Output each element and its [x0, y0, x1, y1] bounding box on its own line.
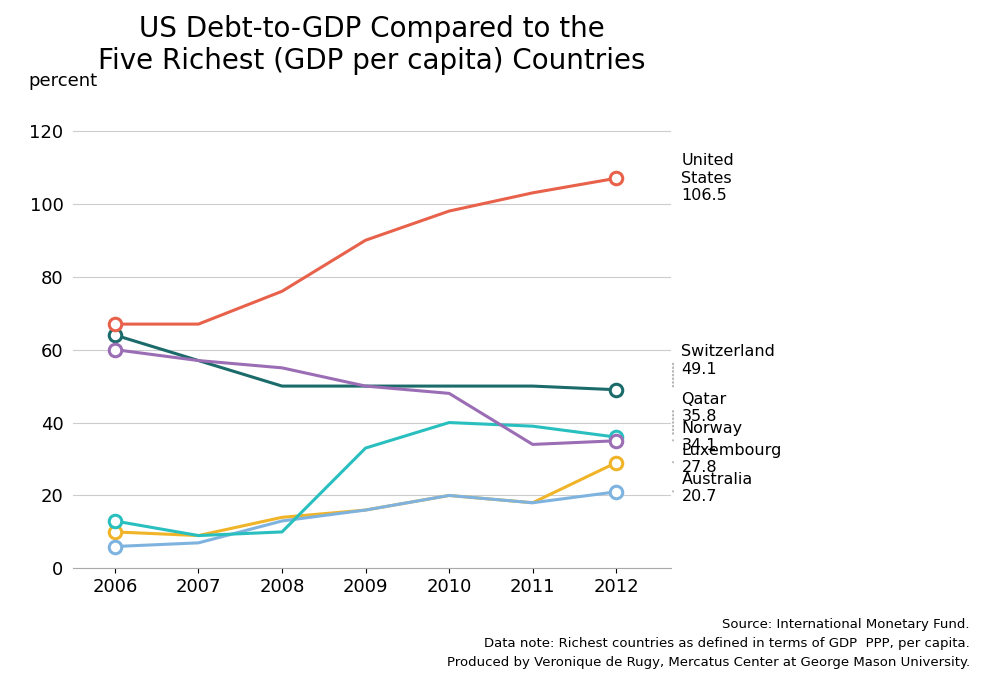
Text: Qatar
35.8: Qatar 35.8: [681, 392, 727, 424]
Text: percent: percent: [28, 72, 97, 90]
Text: Switzerland
49.1: Switzerland 49.1: [681, 344, 775, 377]
Text: United
States
106.5: United States 106.5: [681, 153, 734, 203]
Text: Source: International Monetary Fund.
Data note: Richest countries as defined in : Source: International Monetary Fund. Dat…: [447, 618, 970, 669]
Text: Australia
20.7: Australia 20.7: [681, 472, 753, 504]
Title: US Debt-to-GDP Compared to the
Five Richest (GDP per capita) Countries: US Debt-to-GDP Compared to the Five Rich…: [98, 15, 646, 75]
Text: Norway
34.1: Norway 34.1: [681, 421, 743, 454]
Text: Luxembourg
27.8: Luxembourg 27.8: [681, 443, 782, 475]
